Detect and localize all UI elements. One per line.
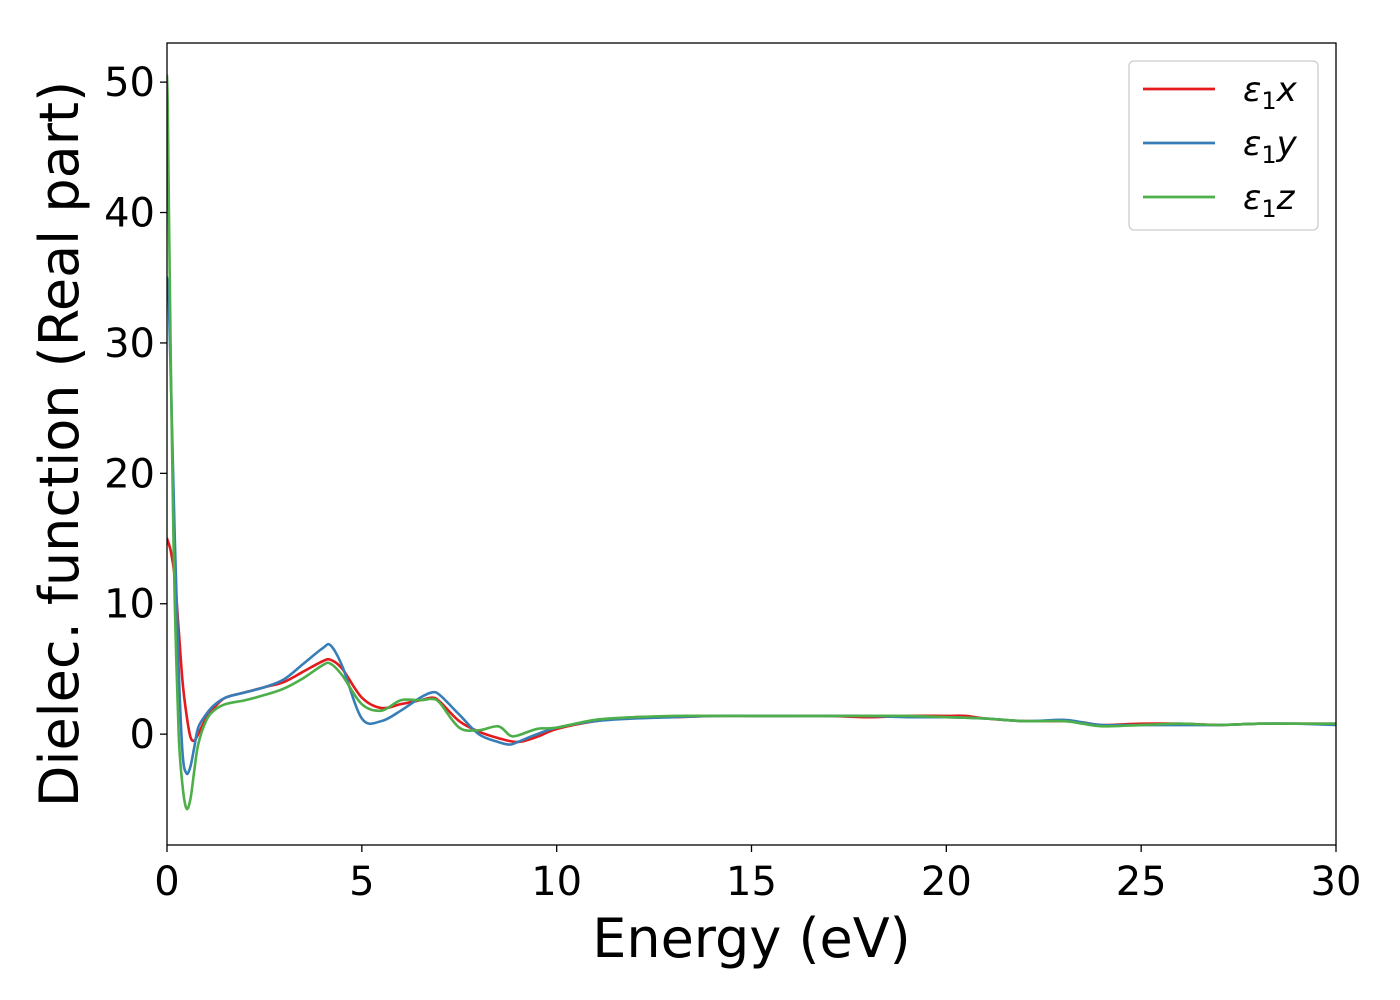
legend-box — [1128, 60, 1319, 231]
legend-subscript: 1 — [1261, 141, 1276, 169]
y-axis-ticks: 0 10 20 30 40 50 — [104, 60, 167, 758]
legend-epsilon: ε — [1243, 124, 1261, 164]
x-tick-label: 30 — [1311, 859, 1362, 905]
series-line-z — [167, 74, 1336, 811]
legend-variable: y — [1276, 124, 1298, 164]
y-tick-label: 30 — [104, 321, 155, 367]
legend-variable: z — [1276, 178, 1296, 218]
legend-epsilon: ε — [1243, 70, 1261, 110]
y-tick-label: 20 — [104, 451, 155, 497]
legend-epsilon: ε — [1243, 178, 1261, 218]
legend-label-x: ε1x — [1243, 70, 1298, 115]
y-tick-label: 40 — [104, 191, 155, 237]
x-tick-label: 5 — [349, 859, 374, 905]
x-tick-label: 25 — [1116, 859, 1167, 905]
legend-subscript: 1 — [1261, 87, 1276, 115]
y-tick-label: 10 — [104, 582, 155, 628]
legend-subscript: 1 — [1261, 195, 1276, 223]
y-tick-label: 50 — [104, 60, 155, 106]
series-line-y — [167, 276, 1336, 776]
y-tick-label: 0 — [130, 712, 155, 758]
x-tick-label: 20 — [921, 859, 972, 905]
legend-label-y: ε1y — [1243, 124, 1298, 169]
series-line-x — [167, 537, 1336, 744]
x-tick-label: 15 — [726, 859, 777, 905]
x-tick-label: 10 — [531, 859, 582, 905]
x-axis-title: Energy (eV) — [592, 907, 911, 970]
series-layer — [167, 74, 1336, 811]
y-axis-title: Dielec. function (Real part) — [28, 81, 91, 807]
legend-label-z: ε1z — [1243, 178, 1296, 223]
legend-variable: x — [1276, 70, 1298, 110]
x-axis-ticks: 0 5 10 15 20 25 30 — [154, 845, 1361, 905]
x-tick-label: 0 — [154, 859, 179, 905]
